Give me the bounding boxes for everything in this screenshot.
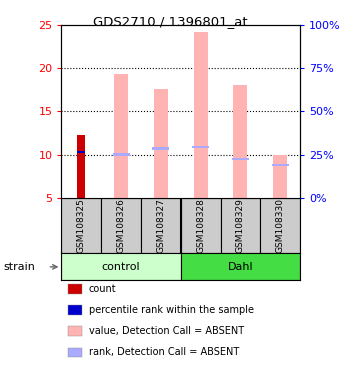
Bar <box>113 154 130 156</box>
Bar <box>181 253 300 280</box>
Bar <box>181 198 221 253</box>
Bar <box>61 253 181 280</box>
Text: GSM108327: GSM108327 <box>156 198 165 253</box>
Text: GDS2710 / 1396801_at: GDS2710 / 1396801_at <box>93 15 248 28</box>
Bar <box>101 198 141 253</box>
Text: value, Detection Call = ABSENT: value, Detection Call = ABSENT <box>89 326 244 336</box>
Bar <box>232 158 249 160</box>
Bar <box>273 156 287 198</box>
Bar <box>154 89 168 198</box>
Text: GSM108325: GSM108325 <box>77 198 86 253</box>
Bar <box>221 198 260 253</box>
Bar <box>194 32 208 198</box>
Text: percentile rank within the sample: percentile rank within the sample <box>89 305 254 315</box>
Bar <box>61 198 101 253</box>
Text: strain: strain <box>3 262 35 272</box>
Text: GSM108329: GSM108329 <box>236 198 245 253</box>
Bar <box>141 198 181 253</box>
Text: count: count <box>89 284 116 294</box>
Bar <box>260 198 300 253</box>
Text: rank, Detection Call = ABSENT: rank, Detection Call = ABSENT <box>89 347 239 358</box>
Bar <box>192 146 209 148</box>
Text: Dahl: Dahl <box>227 262 253 272</box>
Bar <box>234 84 247 198</box>
Text: GSM108328: GSM108328 <box>196 198 205 253</box>
Bar <box>114 74 128 198</box>
Bar <box>77 151 86 153</box>
Text: GSM108330: GSM108330 <box>276 198 285 253</box>
Bar <box>272 164 289 166</box>
Text: GSM108326: GSM108326 <box>117 198 125 253</box>
Text: control: control <box>102 262 140 272</box>
Bar <box>77 135 85 198</box>
Bar <box>152 147 169 150</box>
